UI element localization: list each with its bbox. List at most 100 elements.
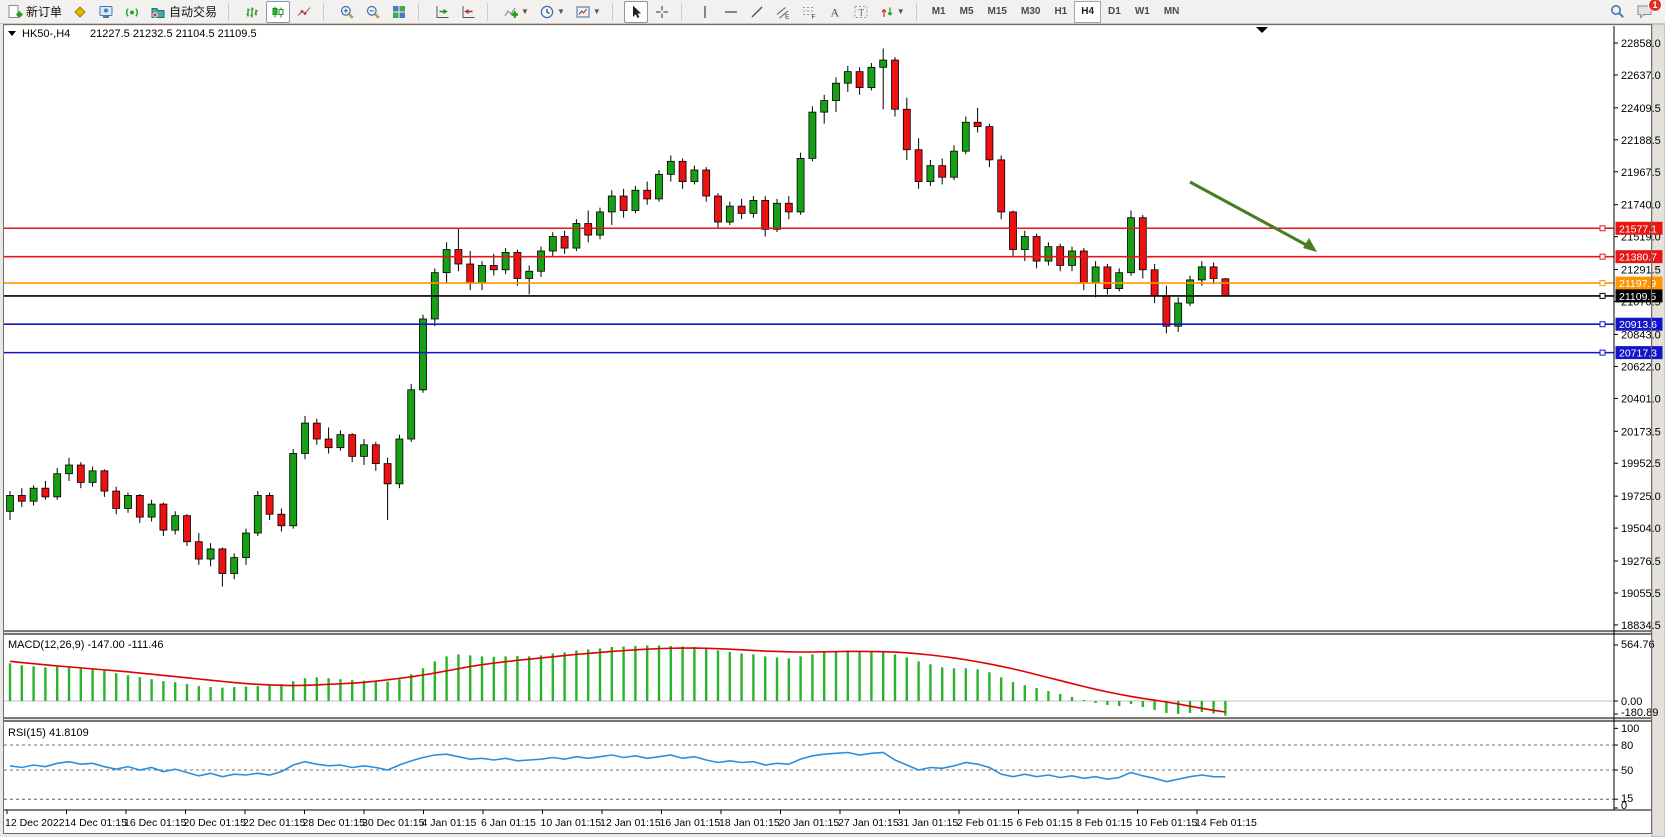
candlestick-chart-button[interactable] <box>266 0 291 23</box>
horizontal-line-object[interactable]: 20913.6 <box>4 317 1663 332</box>
price-tag: 20717.3 <box>1619 348 1657 360</box>
horizontal-line-object[interactable]: 21109.5 <box>4 289 1663 303</box>
tab-timeframe-h1[interactable]: H1 <box>1054 6 1068 17</box>
horizontal-line-object[interactable]: 21197.9 <box>4 276 1663 291</box>
auto-scroll-button[interactable] <box>430 1 454 23</box>
time-axis-label: 20 Jan 01:15 <box>779 817 840 829</box>
vertical-line-icon <box>697 4 713 20</box>
toolbar-separator <box>418 2 425 21</box>
tab-timeframe-h4[interactable]: H4 <box>1074 0 1102 23</box>
trendline-button[interactable] <box>745 1 769 23</box>
text-label-icon: T <box>853 4 869 20</box>
horizontal-line-object[interactable]: 21577.1 <box>4 221 1663 236</box>
crosshair-icon <box>654 4 670 20</box>
chart-shift-marker[interactable] <box>1256 27 1268 33</box>
templates-button[interactable]: ▼ <box>571 1 605 23</box>
trendline-icon <box>749 4 765 20</box>
time-axis-label: 12 Dec 2022 <box>5 817 65 829</box>
text-button[interactable]: A <box>823 1 847 23</box>
tab-timeframe-w1[interactable]: W1 <box>1134 6 1150 17</box>
arrows-button[interactable]: ▼ <box>875 1 909 23</box>
svg-text:A: A <box>830 5 839 19</box>
periods-button[interactable]: ▼ <box>535 1 569 23</box>
auto-trading-icon <box>150 4 166 20</box>
zoom-in-button[interactable] <box>335 1 359 23</box>
arrows-icon <box>879 4 895 20</box>
equidistant-channel-button[interactable]: E <box>771 1 795 23</box>
time-axis-label: 14 Feb 01:15 <box>1195 817 1257 829</box>
macd-axis-label: 0.00 <box>1621 696 1642 708</box>
chevron-down-icon: ▼ <box>896 7 905 16</box>
trend-arrow-annotation[interactable] <box>1189 180 1317 252</box>
time-axis-label: 12 Jan 01:15 <box>600 817 661 829</box>
vertical-line-button[interactable] <box>693 1 717 23</box>
chart-window-icon <box>72 4 88 20</box>
signals-button[interactable] <box>120 1 144 23</box>
tab-timeframe-mn[interactable]: MN <box>1163 6 1180 17</box>
macd-axis-label: 564.76 <box>1621 639 1655 651</box>
text-label-button[interactable]: T <box>849 1 873 23</box>
time-axis-label: 28 Dec 01:15 <box>303 817 366 829</box>
horizontal-line-object[interactable]: 20717.3 <box>4 346 1663 360</box>
new-order-label: 新订单 <box>26 5 63 19</box>
main-toolbar: 新订单 自动交易 ▼ ▼ ▼ E F A T ▼ M1 M5 M15 M30 H1 H4 D1 W1 MN 1 <box>0 0 1665 24</box>
rsi-axis-label: 50 <box>1621 765 1633 777</box>
toolbar-separator <box>323 2 330 21</box>
chart-window-button[interactable] <box>68 1 92 23</box>
auto-scroll-icon <box>434 4 450 20</box>
chart-menu-arrow[interactable] <box>8 31 16 36</box>
rsi-axis-label: 100 <box>1621 723 1639 735</box>
price-tag: 21577.1 <box>1619 223 1657 235</box>
price-axis-label: 22409.5 <box>1621 103 1661 115</box>
auto-trading-button[interactable]: 自动交易 <box>146 1 221 23</box>
tab-timeframe-m30[interactable]: M30 <box>1020 6 1041 17</box>
price-axis-label: 21967.5 <box>1621 167 1661 179</box>
price-tag: 21380.7 <box>1619 252 1657 264</box>
line-chart-button[interactable] <box>292 1 316 23</box>
notifications-button[interactable]: 1 <box>1632 0 1662 23</box>
time-axis-label: 31 Jan 01:15 <box>898 817 959 829</box>
crosshair-button[interactable] <box>650 1 674 23</box>
chart-title: HK50-,H4 <box>22 28 70 40</box>
new-order-button[interactable]: 新订单 <box>3 1 66 23</box>
tab-timeframe-d1[interactable]: D1 <box>1108 6 1121 17</box>
price-axis-label: 19276.5 <box>1621 556 1661 568</box>
macd-axis-label: -180.89 <box>1621 707 1658 719</box>
time-axis-label: 10 Feb 01:15 <box>1136 817 1198 829</box>
chevron-down-icon: ▼ <box>556 7 565 16</box>
rsi-label: RSI(15) 41.8109 <box>8 727 89 739</box>
terminal-button[interactable] <box>94 1 118 23</box>
rsi-panel <box>4 722 1651 810</box>
chart-ohlc-values: 21227.5 21232.5 21104.5 21109.5 <box>90 28 257 40</box>
chart-shift-button[interactable] <box>456 1 480 23</box>
chevron-down-icon: ▼ <box>592 7 601 16</box>
tab-timeframe-m15[interactable]: M15 <box>987 6 1007 17</box>
periods-icon <box>539 4 555 20</box>
horizontal-line-object[interactable]: 21380.7 <box>4 250 1663 264</box>
indicators-button[interactable]: ▼ <box>499 1 533 23</box>
search-button[interactable] <box>1605 1 1630 23</box>
bar-chart-icon <box>244 4 260 20</box>
auto-trading-label: 自动交易 <box>169 5 218 19</box>
price-axis-label: 20622.0 <box>1621 361 1661 373</box>
horizontal-line-button[interactable] <box>719 1 743 23</box>
time-axis-label: 10 Jan 01:15 <box>541 817 602 829</box>
tile-windows-button[interactable] <box>387 1 411 23</box>
price-axis-label: 18834.5 <box>1621 620 1661 632</box>
tab-timeframe-m1[interactable]: M1 <box>931 6 946 17</box>
rsi-line <box>9 751 1226 783</box>
rsi-axis-label: 0 <box>1621 800 1627 812</box>
price-axis-label: 20173.5 <box>1621 426 1661 438</box>
time-axis-label: 2 Feb 01:15 <box>957 817 1013 829</box>
cursor-button[interactable] <box>623 0 648 23</box>
price-axis-label: 21291.5 <box>1621 265 1661 277</box>
equidistant-channel-icon: E <box>775 4 791 20</box>
rsi-axis-label: 80 <box>1621 740 1633 752</box>
zoom-out-button[interactable] <box>361 1 385 23</box>
bar-chart-button[interactable] <box>240 1 264 23</box>
svg-text:E: E <box>785 13 790 20</box>
fibonacci-button[interactable]: F <box>797 1 821 23</box>
time-axis-label: 8 Feb 01:15 <box>1076 817 1132 829</box>
tab-timeframe-m5[interactable]: M5 <box>959 6 974 17</box>
